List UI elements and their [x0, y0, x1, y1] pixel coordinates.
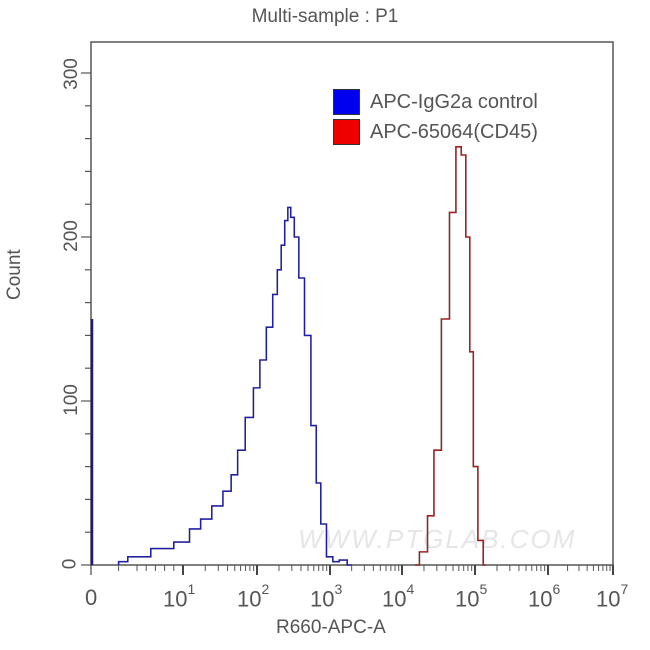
chart-title: Multi-sample : P1 [251, 6, 399, 27]
series-cd45 [414, 146, 486, 566]
x-tick-10-1: 101 [163, 581, 196, 612]
y-axis-label: Count [4, 249, 25, 300]
x-tick-0: 0 [85, 585, 98, 610]
x-tick-10-2: 102 [237, 581, 270, 612]
legend: APC-IgG2a control APC-65064(CD45) [333, 87, 538, 147]
x-tick-10-3: 103 [310, 581, 343, 612]
series-control [117, 206, 352, 566]
watermark: WWW.PTGLAB.COM [298, 524, 576, 554]
legend-swatch-blue [333, 89, 360, 115]
y-tick-200: 200 [60, 220, 82, 252]
x-tick-10-6: 106 [528, 581, 561, 612]
x-tick-10-4: 104 [382, 581, 415, 612]
legend-item-control: APC-IgG2a control [333, 87, 538, 117]
legend-swatch-red [333, 119, 360, 145]
y-tick-300: 300 [60, 58, 82, 90]
x-axis-label: R660-APC-A [276, 617, 386, 638]
y-tick-100: 100 [60, 384, 82, 416]
y-tick-0: 0 [59, 558, 81, 570]
x-tick-10-7: 107 [596, 581, 629, 612]
legend-item-cd45: APC-65064(CD45) [333, 117, 538, 147]
x-tick-10-5: 105 [455, 581, 488, 612]
